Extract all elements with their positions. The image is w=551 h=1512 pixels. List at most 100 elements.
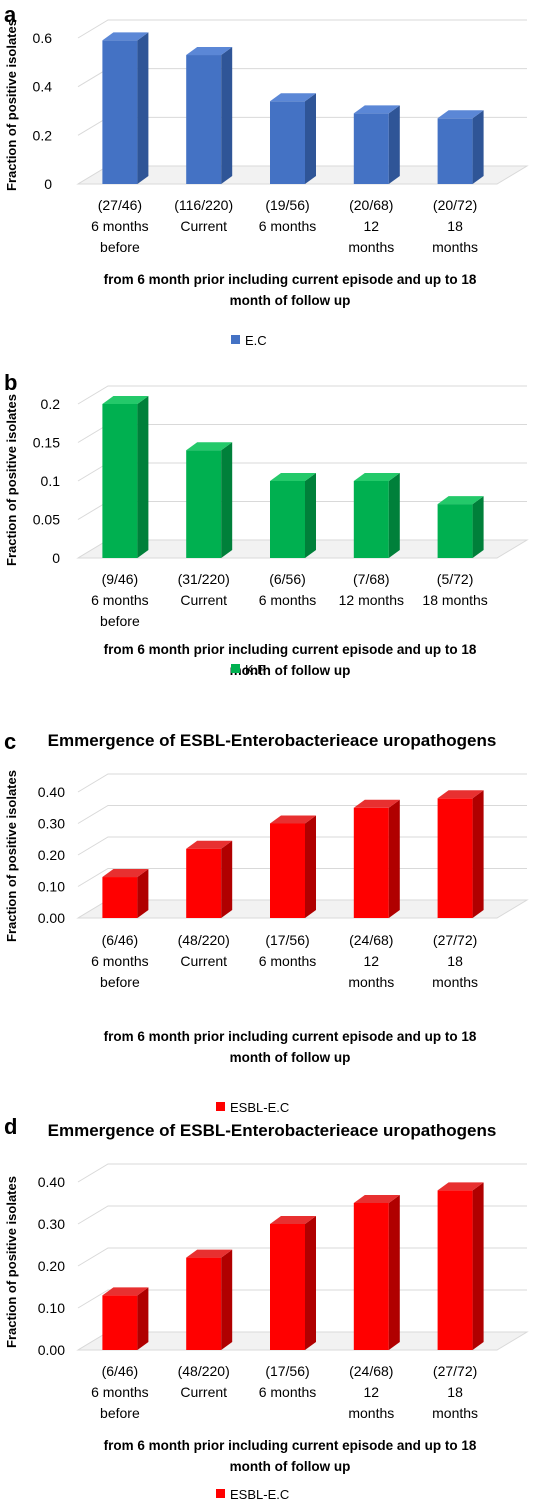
bar-side bbox=[388, 1195, 400, 1350]
y-tick-label: 0.2 bbox=[33, 127, 53, 143]
x-tick-label: Current bbox=[180, 218, 227, 234]
bar-front bbox=[102, 877, 138, 918]
x-tick-label: (27/72) bbox=[433, 1363, 477, 1379]
y-tick-label: 0.05 bbox=[33, 512, 60, 528]
bar-front bbox=[437, 504, 473, 558]
bar-side bbox=[388, 105, 400, 184]
y-tick-label: 0.40 bbox=[38, 1174, 65, 1190]
bar-top bbox=[353, 473, 400, 481]
gridline bbox=[77, 19, 527, 39]
panel-letter: c bbox=[4, 729, 16, 754]
x-tick-label: months bbox=[348, 1405, 394, 1421]
x-tick-label: (24/68) bbox=[349, 932, 393, 948]
bar-side bbox=[221, 840, 233, 918]
bar-front bbox=[102, 1295, 138, 1350]
bar-top bbox=[270, 473, 316, 481]
y-axis-label: Fraction of positive isolates bbox=[4, 19, 19, 191]
bar-front bbox=[353, 807, 389, 918]
bar-side bbox=[472, 110, 484, 184]
bar-side bbox=[221, 442, 233, 558]
legend-swatch bbox=[231, 664, 240, 673]
x-tick-label: (19/56) bbox=[265, 197, 309, 213]
x-tick-label: (6/46) bbox=[102, 1363, 139, 1379]
x-tick-label: 12 bbox=[364, 953, 380, 969]
bar-side bbox=[137, 1287, 149, 1350]
bar-side bbox=[221, 1249, 233, 1350]
y-tick-label: 0.4 bbox=[33, 79, 53, 95]
bar-top bbox=[437, 110, 484, 119]
bar-side bbox=[137, 32, 149, 184]
x-tick-label: (48/220) bbox=[178, 932, 230, 948]
gridline bbox=[77, 385, 527, 405]
x-tick-label: (6/56) bbox=[269, 571, 306, 587]
x-tick-label: (20/72) bbox=[433, 197, 477, 213]
x-tick-label: (24/68) bbox=[349, 1363, 393, 1379]
y-tick-label: 0.30 bbox=[38, 816, 65, 832]
x-tick-label: Current bbox=[180, 592, 227, 608]
y-tick-label: 0.30 bbox=[38, 1216, 65, 1232]
x-tick-label: before bbox=[100, 239, 140, 255]
gridline bbox=[77, 1163, 527, 1183]
x-tick-label: (20/68) bbox=[349, 197, 393, 213]
x-tick-label: (27/46) bbox=[98, 197, 142, 213]
bar-front bbox=[353, 481, 389, 558]
bar-top bbox=[353, 1195, 400, 1203]
x-tick-label: before bbox=[100, 974, 140, 990]
bar-front bbox=[270, 1224, 305, 1350]
x-tick-label: 6 months bbox=[91, 953, 149, 969]
bar-side bbox=[305, 93, 316, 184]
legend-swatch bbox=[216, 1489, 225, 1498]
bar-top bbox=[270, 815, 316, 824]
y-tick-label: 0.00 bbox=[38, 1342, 65, 1358]
bar-side bbox=[388, 473, 400, 558]
x-tick-label: Current bbox=[180, 953, 227, 969]
panel-letter: b bbox=[4, 370, 17, 395]
bar-front bbox=[102, 40, 138, 184]
y-tick-label: 0.00 bbox=[38, 910, 65, 926]
x-tick-label: months bbox=[432, 1405, 478, 1421]
x-tick-label: 18 bbox=[447, 953, 463, 969]
bar-top bbox=[437, 496, 484, 505]
bar-top bbox=[186, 442, 233, 451]
x-tick-label: 12 bbox=[364, 218, 380, 234]
bar-side bbox=[221, 47, 233, 185]
x-axis-label: from 6 month prior including current epi… bbox=[104, 1438, 477, 1453]
y-tick-label: 0 bbox=[52, 550, 60, 566]
bar-front bbox=[437, 1190, 473, 1350]
x-tick-label: (7/68) bbox=[353, 571, 390, 587]
bar-front bbox=[186, 450, 222, 558]
bar-front bbox=[437, 118, 473, 184]
bar-side bbox=[472, 1182, 484, 1350]
legend-swatch bbox=[231, 335, 240, 344]
x-tick-label: 6 months bbox=[91, 1384, 149, 1400]
x-tick-label: (17/56) bbox=[265, 932, 309, 948]
legend-label: K.P bbox=[245, 662, 266, 677]
bar-top bbox=[270, 93, 316, 102]
x-tick-label: (31/220) bbox=[178, 571, 230, 587]
x-tick-label: (116/220) bbox=[174, 197, 233, 213]
bar-front bbox=[270, 481, 305, 558]
x-tick-label: before bbox=[100, 613, 140, 629]
bar-front bbox=[186, 1257, 222, 1350]
y-tick-label: 0 bbox=[44, 176, 52, 192]
bar-top bbox=[102, 396, 149, 404]
bar-top bbox=[186, 47, 233, 56]
x-axis-label: month of follow up bbox=[230, 663, 351, 678]
y-tick-label: 0.10 bbox=[38, 879, 65, 895]
y-tick-label: 0.40 bbox=[38, 784, 65, 800]
bar-front bbox=[186, 848, 222, 918]
y-tick-label: 0.15 bbox=[33, 435, 60, 451]
x-tick-label: 6 months bbox=[259, 1384, 317, 1400]
bar-top bbox=[437, 1182, 484, 1191]
x-tick-label: (17/56) bbox=[265, 1363, 309, 1379]
bar-side bbox=[137, 396, 149, 558]
x-tick-label: 18 months bbox=[422, 592, 487, 608]
y-tick-label: 0.10 bbox=[38, 1300, 65, 1316]
x-tick-label: 6 months bbox=[91, 592, 149, 608]
bar-front bbox=[353, 113, 389, 184]
bar-top bbox=[186, 1249, 233, 1258]
x-axis-label: month of follow up bbox=[230, 1459, 351, 1474]
x-tick-label: 6 months bbox=[91, 218, 149, 234]
chart-title: Emmergence of ESBL-Enterobacterieace uro… bbox=[48, 1121, 497, 1140]
x-tick-label: 18 bbox=[447, 1384, 463, 1400]
